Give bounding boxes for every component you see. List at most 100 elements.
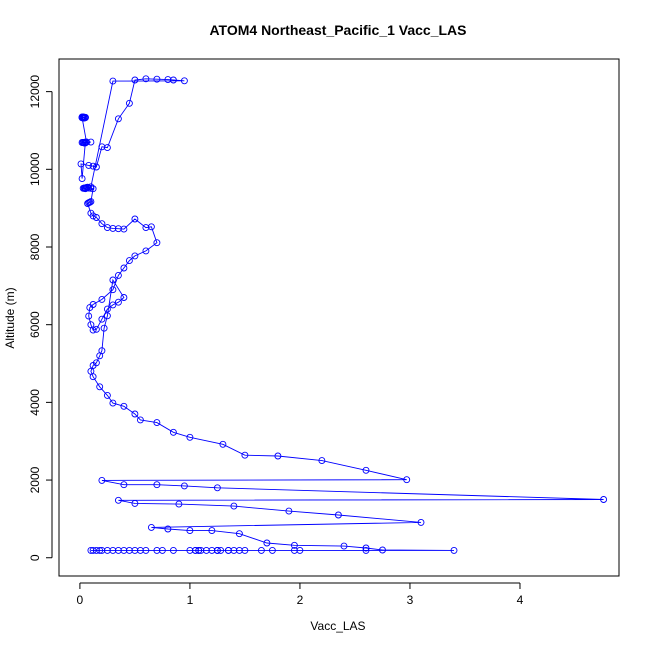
data-point [142, 546, 150, 554]
data-point [125, 257, 133, 265]
data-point [362, 466, 370, 474]
data-point [103, 546, 111, 554]
data-point [257, 546, 265, 554]
data-point [92, 546, 100, 554]
data-point [92, 325, 100, 333]
data-point [120, 294, 128, 301]
x-tick-label: 3 [407, 593, 414, 607]
data-point [98, 315, 106, 323]
data-point [153, 546, 161, 554]
data-point [219, 440, 227, 448]
data-point [334, 511, 342, 519]
data-point [147, 523, 155, 531]
data-point [186, 527, 194, 535]
data-point [98, 476, 106, 484]
data-point [109, 276, 117, 284]
y-axis-label: Altitude (m) [3, 287, 17, 348]
data-point [153, 481, 161, 489]
data-point [114, 298, 122, 306]
data-point [109, 286, 117, 294]
data-point [77, 160, 85, 168]
data-point [98, 295, 106, 303]
data-point [81, 138, 89, 146]
data-point [403, 476, 411, 484]
data-point [85, 199, 93, 207]
data-point [175, 500, 183, 508]
series-layer [77, 75, 608, 554]
data-point [100, 324, 108, 332]
data-point [96, 352, 104, 360]
data-point [78, 175, 86, 183]
data-point [85, 312, 93, 320]
data-point [213, 484, 221, 492]
data-point [235, 530, 243, 538]
data-point [114, 546, 122, 554]
data-point [186, 433, 194, 441]
data-point [109, 301, 117, 309]
data-point [169, 428, 177, 436]
data-point [125, 99, 133, 107]
data-point [197, 546, 205, 554]
data-point [164, 76, 172, 84]
y-tick-label: 2000 [28, 466, 42, 493]
data-point [224, 546, 232, 554]
x-tick-label: 2 [297, 593, 304, 607]
data-point [147, 223, 155, 231]
data-point [120, 481, 128, 489]
data-point [114, 225, 122, 233]
data-point [208, 527, 216, 535]
data-point [290, 541, 298, 549]
data-point [340, 542, 348, 550]
data-point [230, 546, 238, 554]
data-point [136, 546, 144, 554]
data-point [136, 416, 144, 424]
data-point [92, 214, 100, 221]
data-point [114, 115, 122, 123]
data-point [268, 546, 276, 554]
data-point [96, 546, 104, 554]
y-tick-label: 12000 [28, 75, 42, 109]
data-point [263, 539, 271, 547]
x-tick-label: 1 [187, 593, 194, 607]
y-tick-label: 6000 [28, 311, 42, 338]
y-tick-label: 10000 [28, 152, 42, 186]
data-point [131, 76, 139, 84]
data-point [241, 546, 249, 554]
data-point [84, 200, 92, 207]
x-axis: 0 1 2 3 4 [77, 582, 524, 607]
data-point [114, 271, 122, 279]
plot-frame [58, 58, 620, 577]
data-point [109, 77, 117, 85]
data-point [318, 457, 326, 465]
data-point [98, 546, 106, 554]
data-point [217, 546, 225, 554]
chart-title: ATOM4 Northeast_Pacific_1 Vacc_LAS [209, 22, 466, 38]
data-point [109, 399, 117, 407]
data-point [86, 304, 94, 312]
data-point [153, 75, 161, 83]
data-point [103, 391, 111, 399]
data-point [290, 546, 298, 554]
data-point [92, 163, 100, 171]
data-point [131, 546, 139, 554]
data-point [180, 77, 188, 85]
data-point [241, 451, 249, 459]
y-axis: 0 2000 4000 6000 8000 10000 12000 [28, 75, 53, 561]
y-tick-label: 8000 [28, 233, 42, 260]
data-point [89, 326, 97, 334]
data-point [85, 184, 93, 192]
data-point [131, 410, 139, 418]
data-point [89, 162, 97, 170]
data-point [285, 507, 293, 515]
x-tick-label: 4 [517, 593, 524, 607]
data-point [153, 419, 161, 427]
data-point [362, 544, 370, 552]
data-point [417, 518, 425, 526]
data-point [89, 212, 97, 220]
data-point [120, 225, 128, 233]
data-point [125, 546, 133, 554]
data-point [98, 220, 106, 228]
data-point [89, 185, 97, 193]
y-tick-label: 4000 [28, 389, 42, 416]
